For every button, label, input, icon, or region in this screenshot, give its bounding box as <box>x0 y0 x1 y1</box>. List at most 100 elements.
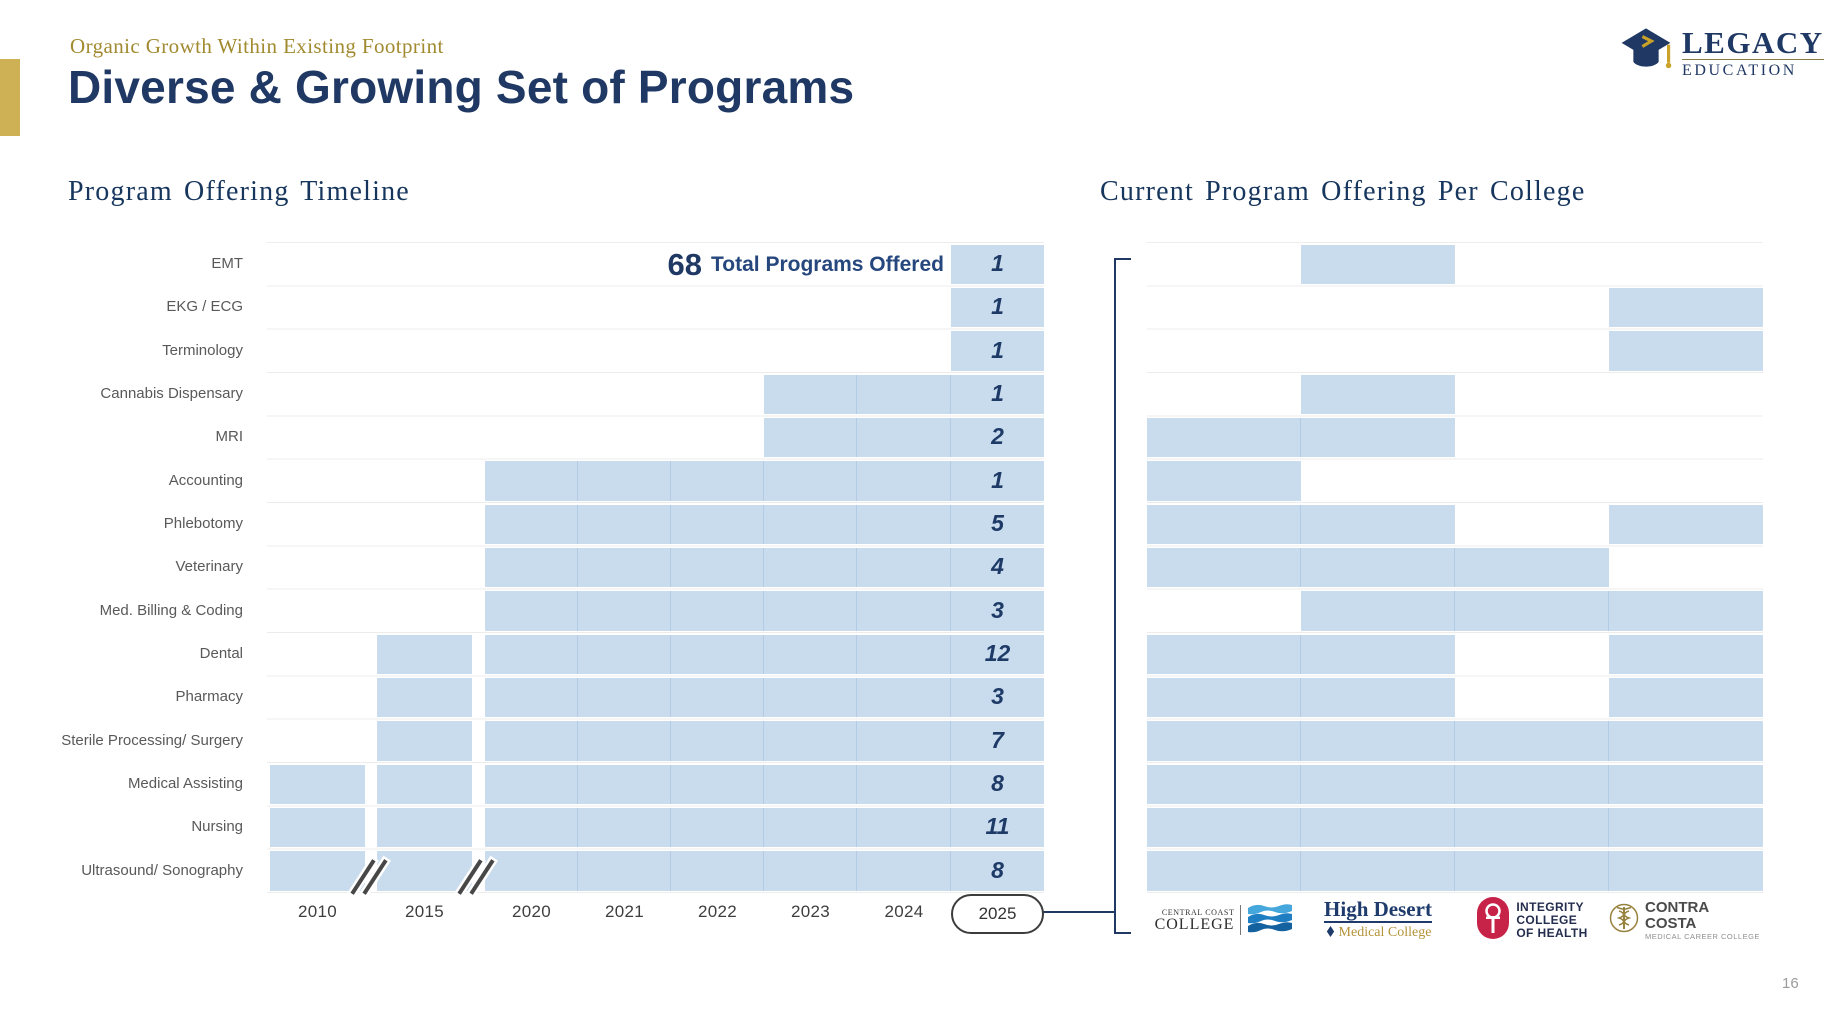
timeline-bar-cell <box>857 591 951 631</box>
slide-title: Diverse & Growing Set of Programs <box>68 61 855 113</box>
timeline-bar-cell <box>377 764 472 805</box>
college-grid-cell <box>1609 634 1763 675</box>
timeline-bar-cell <box>857 374 951 415</box>
program-count: 5 <box>991 510 1004 537</box>
college-grid-title: Current Program Offering Per College <box>1100 176 1586 207</box>
high-desert-line1: High Desert <box>1324 896 1432 923</box>
college-grid-cell <box>1455 764 1609 805</box>
college-grid-cell <box>1455 547 1609 588</box>
timeline-bar-cell <box>857 461 951 501</box>
timeline-row-label: Med. Billing & Coding <box>99 601 243 619</box>
college-grid-cell <box>1147 417 1301 458</box>
brand-wordmark: LEGACY EDUCATION <box>1682 24 1824 80</box>
timeline-bar-cell <box>270 851 365 891</box>
timeline-bar-cell <box>671 807 764 848</box>
timeline-bar-cell <box>485 851 578 891</box>
timeline-bar-cell <box>951 591 1044 631</box>
integrity-badge-icon <box>1476 896 1510 945</box>
year-label: 2015 <box>404 902 445 921</box>
year-label: 2021 <box>604 902 645 921</box>
year-label: 2020 <box>511 902 552 921</box>
timeline-bar-cell <box>857 764 951 805</box>
timeline-row-label: Accounting <box>168 471 243 489</box>
timeline-bar-cell <box>578 851 671 891</box>
timeline-bar-cell <box>857 677 951 718</box>
timeline-chart-title: Program Offering Timeline <box>68 176 410 207</box>
college-grid-cell <box>1609 764 1763 805</box>
college-grid-cell <box>1147 851 1301 891</box>
timeline-bar-cell <box>377 677 472 718</box>
program-count: 1 <box>991 466 1004 493</box>
college-grid-cell <box>1455 851 1609 891</box>
integrity-line2: COLLEGE <box>1516 912 1578 927</box>
program-count: 1 <box>991 336 1004 363</box>
timeline-bar-cell <box>578 547 671 588</box>
timeline-row-label: Veterinary <box>175 558 243 576</box>
college-grid-cell <box>1301 417 1455 458</box>
college-grid-cell <box>1455 591 1609 631</box>
college-grid-cell <box>1301 851 1455 891</box>
timeline-row-label: EMT <box>211 255 243 273</box>
college-grid-cell <box>1609 287 1763 328</box>
timeline-bar-cell <box>578 764 671 805</box>
college-grid-cell <box>1147 634 1301 675</box>
timeline-bar-cell <box>857 417 951 458</box>
program-count: 1 <box>991 293 1004 320</box>
timeline-bar-cell <box>951 721 1044 761</box>
timeline-bar-cell <box>270 807 365 848</box>
college-grid-cell <box>1301 634 1455 675</box>
timeline-plot-area: 68 Total Programs Offered 1 1 1 1 2 1 5 4 3 12 3 7 8… <box>267 242 1044 893</box>
timeline-bar-cell <box>764 504 857 545</box>
timeline-bar-cell <box>857 807 951 848</box>
caduceus-icon <box>1609 903 1639 938</box>
program-count: 1 <box>991 380 1004 407</box>
year-2025-oval: 2025 <box>951 894 1044 934</box>
brand-subname: EDUCATION <box>1682 61 1797 79</box>
program-count: 8 <box>991 770 1004 797</box>
college-grid-cell <box>1609 807 1763 848</box>
college-grid-cell <box>1455 807 1609 848</box>
college-grid-cell <box>1147 504 1301 545</box>
timeline-row-labels: EMT EKG / ECG Terminology Cannabis Dispensa… <box>0 242 255 892</box>
timeline-bar-cell <box>764 374 857 415</box>
total-programs-number: 68 <box>667 246 702 282</box>
college-grid-cell <box>1301 764 1455 805</box>
college-grid-cell <box>1301 374 1455 415</box>
program-count: 3 <box>991 596 1004 623</box>
brand-name: LEGACY <box>1682 24 1824 60</box>
timeline-row-label: Pharmacy <box>175 688 243 706</box>
timeline-bar-cell <box>671 851 764 891</box>
contra-costa-line1: CONTRA COSTA <box>1645 898 1709 932</box>
high-desert-college-logo: High Desert Medical College <box>1301 896 1455 944</box>
timeline-bar-cell <box>951 677 1044 718</box>
timeline-bar-cell <box>857 547 951 588</box>
timeline-bar-cell <box>671 634 764 675</box>
timeline-bar-cell <box>951 634 1044 675</box>
timeline-bar-cell <box>671 591 764 631</box>
timeline-row-label: Dental <box>199 645 243 663</box>
college-grid-cell <box>1301 244 1455 285</box>
timeline-bar-cell <box>671 721 764 761</box>
timeline-bar-cell <box>951 374 1044 415</box>
timeline-row-label: Nursing <box>191 818 243 836</box>
timeline-bar-cell <box>671 764 764 805</box>
timeline-bar-cell <box>485 677 578 718</box>
program-count: 1 <box>991 250 1004 277</box>
timeline-bar-cell <box>578 461 671 501</box>
legacy-education-logo: LEGACY EDUCATION <box>1618 24 1824 83</box>
timeline-row-label: Phlebotomy <box>163 515 243 533</box>
timeline-row-label: Sterile Processing/ Surgery <box>61 731 243 749</box>
timeline-bar-cell <box>951 287 1044 328</box>
college-grid-cell <box>1147 764 1301 805</box>
central-coast-college-logo: CENTRAL COAST COLLEGE <box>1147 896 1301 944</box>
timeline-bar-cell <box>485 634 578 675</box>
timeline-bar-cell <box>485 807 578 848</box>
program-count: 7 <box>991 726 1004 753</box>
timeline-bar-cell <box>764 634 857 675</box>
timeline-row-label: EKG / ECG <box>166 298 243 316</box>
timeline-bar-cell <box>485 721 578 761</box>
central-coast-divider <box>1240 905 1242 935</box>
college-grid-cell <box>1609 721 1763 761</box>
program-count: 12 <box>984 640 1011 667</box>
timeline-bar-cell <box>951 504 1044 545</box>
